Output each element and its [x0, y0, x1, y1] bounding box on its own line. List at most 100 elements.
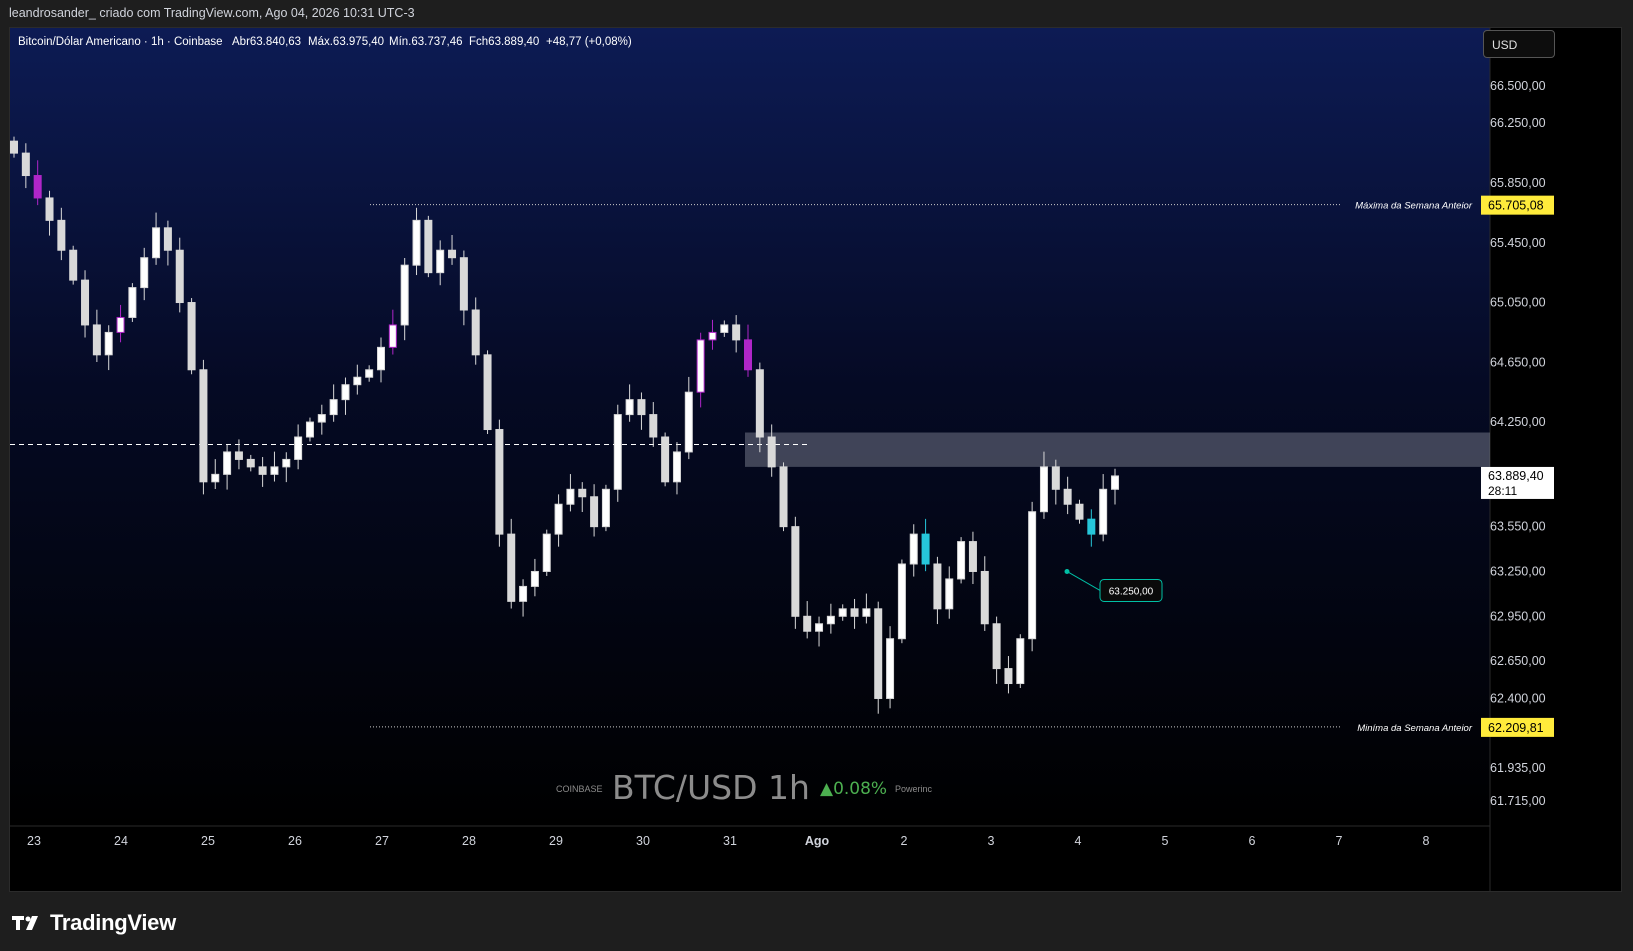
candle-body — [234, 451, 243, 460]
candle-body — [590, 496, 599, 528]
candle-body — [791, 526, 800, 617]
price-tick-label: 61.935,00 — [1490, 761, 1546, 775]
legend-symbol: Bitcoin/Dólar Americano · 1h · Coinbase — [18, 36, 223, 48]
time-tick-label: 29 — [549, 834, 563, 848]
candle-body — [152, 227, 161, 259]
annotation-label: 63.250,00 — [1109, 586, 1154, 597]
candle-body — [886, 638, 895, 699]
candle — [1016, 634, 1025, 689]
candle-body — [377, 346, 385, 371]
prev-week-low-badge: 62.209,81 — [1481, 717, 1554, 737]
candle — [684, 376, 693, 460]
candle-body — [69, 249, 78, 281]
candle — [45, 190, 54, 236]
supply-zone — [745, 432, 1490, 467]
legend-open: Abr63.840,63 — [232, 36, 301, 48]
candle — [163, 220, 172, 266]
candle — [21, 143, 30, 189]
legend-low: Mín.63.737,46 — [389, 36, 463, 48]
candle-body — [436, 249, 445, 274]
candle — [850, 598, 859, 629]
candle — [601, 484, 610, 532]
candle — [282, 452, 291, 483]
candle — [270, 451, 279, 482]
candle — [530, 558, 539, 597]
candle-body — [696, 339, 705, 393]
candle — [968, 531, 977, 585]
candle — [791, 516, 800, 629]
candle — [921, 518, 930, 572]
candle — [649, 402, 658, 447]
candle-body — [1039, 466, 1048, 513]
candle — [542, 529, 551, 576]
time-tick-label: 27 — [375, 834, 389, 848]
candle — [92, 309, 101, 362]
candle-body — [578, 488, 587, 498]
price-tick-label: 64.650,00 — [1490, 355, 1546, 369]
current-price-text: 63.889,40 — [1488, 469, 1544, 483]
candle-body — [672, 451, 681, 483]
candle — [424, 215, 433, 278]
candle — [980, 556, 989, 631]
price-tick-label: 66.500,00 — [1490, 79, 1546, 93]
price-tick-label: 66.250,00 — [1490, 116, 1546, 130]
candle-body — [258, 466, 267, 475]
candle — [57, 207, 66, 261]
candle — [708, 319, 717, 350]
time-tick-label: 24 — [114, 834, 128, 848]
candle — [10, 136, 18, 158]
candle — [767, 424, 776, 477]
candle — [459, 250, 468, 326]
candle — [945, 566, 954, 619]
chart-frame[interactable]: 63.250,00 Máxima da Semana Anteior Miníma … — [9, 27, 1622, 892]
candle-body — [554, 503, 563, 535]
candle-body — [57, 219, 66, 251]
candle-body — [1051, 466, 1060, 490]
candle — [672, 442, 681, 495]
candle-body — [921, 533, 930, 565]
candle-body — [294, 436, 303, 460]
prev-week-high-badge-bg — [1481, 195, 1554, 215]
candle — [1075, 499, 1084, 524]
candle — [874, 601, 883, 714]
candle-body — [826, 615, 835, 625]
candle — [388, 309, 397, 355]
annotation-connector — [1066, 571, 1101, 591]
chart-background — [10, 28, 1490, 826]
candle-body — [874, 608, 883, 699]
currency-selector[interactable]: USD — [1483, 30, 1555, 58]
watermark-change: ▲0.08% — [820, 779, 887, 799]
candle-body — [199, 369, 208, 483]
candle — [448, 234, 457, 265]
candle-body — [92, 324, 101, 356]
candle-body — [365, 369, 374, 378]
candle — [625, 384, 634, 422]
price-chart[interactable]: 63.250,00 Máxima da Semana Anteior Miníma … — [10, 28, 1622, 892]
candle-body — [448, 249, 457, 259]
price-tick-label: 64.250,00 — [1490, 415, 1546, 429]
candle — [436, 240, 445, 286]
candle — [554, 494, 563, 547]
legend-change: +48,77 (+0,08%) — [546, 36, 632, 48]
legend-high: Máx.63.975,40 — [308, 36, 384, 48]
candle — [1004, 656, 1013, 694]
current-price-bg — [1481, 466, 1554, 499]
candle-body — [305, 421, 314, 438]
candle — [732, 315, 741, 353]
candle — [637, 392, 646, 430]
candle-body — [1087, 518, 1096, 535]
candle-body — [684, 391, 693, 453]
tradingview-logo-text: TradingView — [50, 910, 176, 935]
tradingview-logo[interactable]: TradingView — [12, 910, 176, 936]
time-tick-label: 7 — [1336, 834, 1343, 848]
candle-body — [838, 608, 847, 617]
candle — [317, 404, 326, 435]
candle — [234, 439, 243, 470]
candle-body — [211, 473, 220, 483]
time-tick-label: 2 — [901, 834, 908, 848]
candle-body — [661, 436, 670, 483]
candle — [483, 350, 492, 435]
candle-body — [1111, 475, 1119, 490]
candle — [566, 474, 575, 512]
candle-body — [329, 399, 338, 416]
